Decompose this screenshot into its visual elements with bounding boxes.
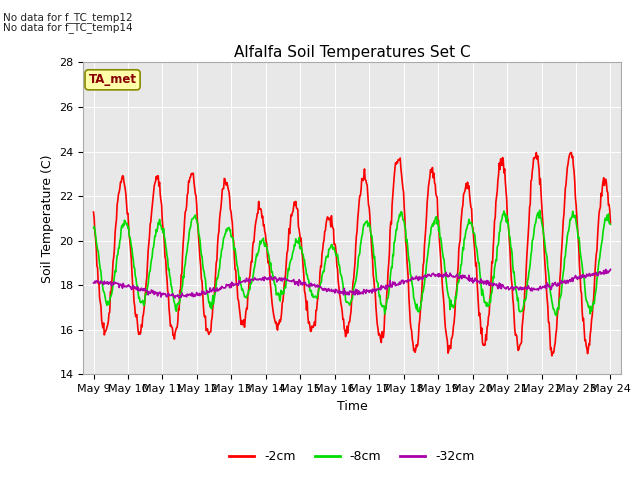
Y-axis label: Soil Temperature (C): Soil Temperature (C) [41,154,54,283]
Title: Alfalfa Soil Temperatures Set C: Alfalfa Soil Temperatures Set C [234,45,470,60]
X-axis label: Time: Time [337,400,367,413]
Text: TA_met: TA_met [88,73,136,86]
Text: No data for f_TC_temp14: No data for f_TC_temp14 [3,22,133,33]
Text: No data for f_TC_temp12: No data for f_TC_temp12 [3,12,133,23]
Legend: -2cm, -8cm, -32cm: -2cm, -8cm, -32cm [225,445,479,468]
